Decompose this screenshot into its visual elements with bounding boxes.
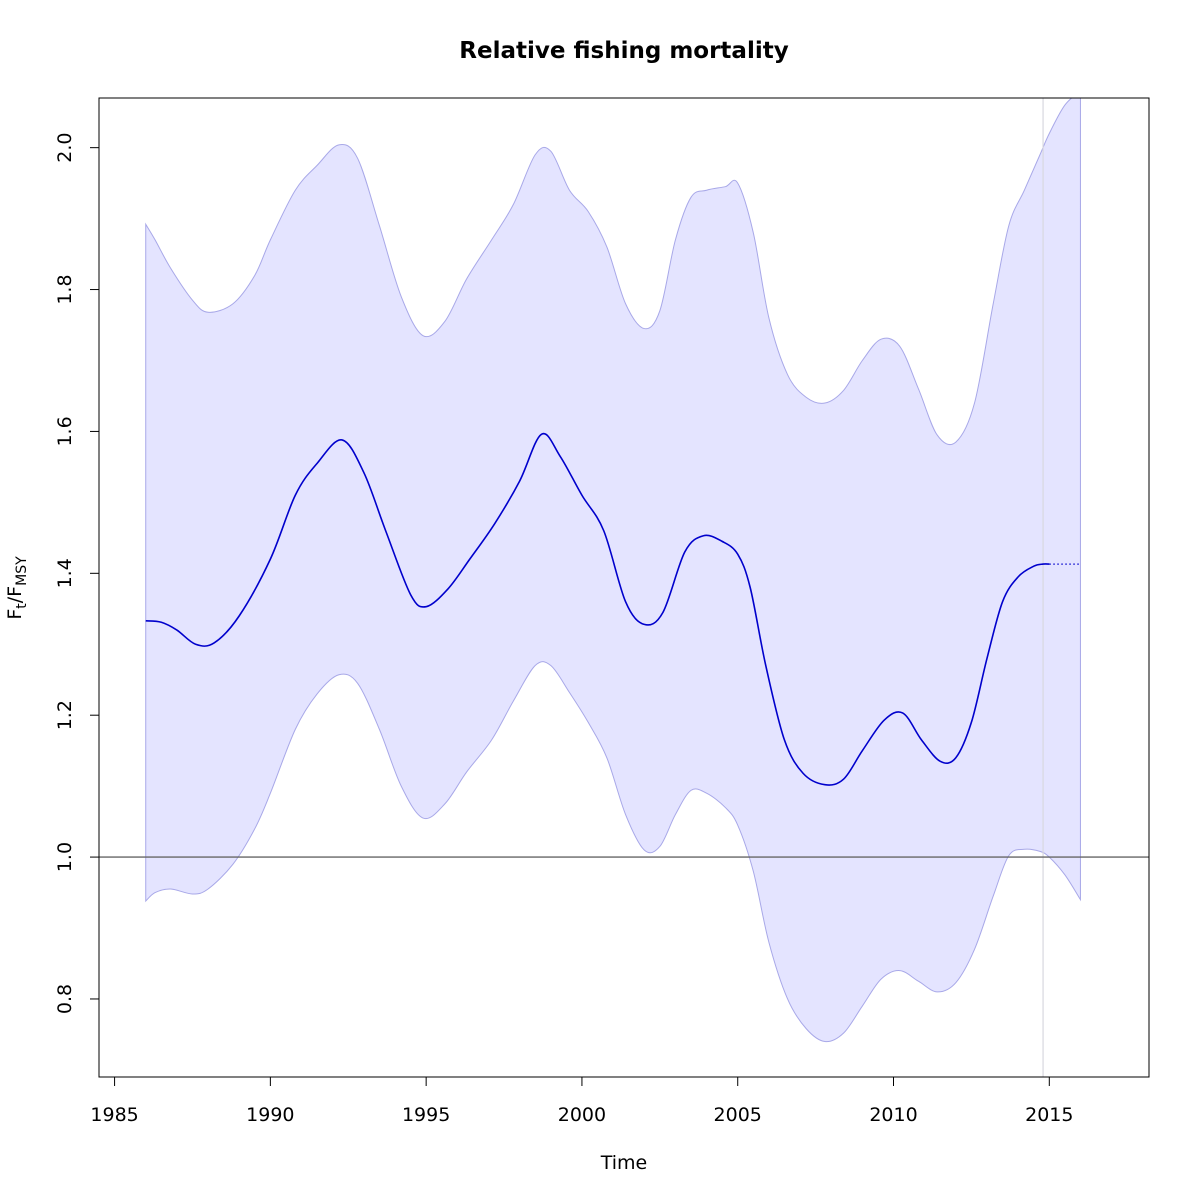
- y-label-den-base: F: [4, 586, 26, 597]
- y-tick-label: 1.2: [54, 700, 76, 730]
- x-tick-label: 1995: [402, 1104, 450, 1126]
- x-tick-label: 2015: [1025, 1104, 1073, 1126]
- x-tick-label: 1985: [90, 1104, 138, 1126]
- y-axis: 0.8 1.0 1.2 1.4 1.6 1.8 2.0: [54, 133, 100, 1014]
- y-label-sep: /: [4, 596, 26, 603]
- y-axis-label: Ft/FMSY: [4, 556, 30, 620]
- y-tick-label: 2.0: [54, 133, 76, 163]
- y-label-den-sub: MSY: [14, 556, 30, 586]
- x-tick-label: 2000: [558, 1104, 606, 1126]
- plot-area: [99, 98, 1149, 1077]
- y-label-base: F: [4, 609, 26, 620]
- x-tick-label: 2010: [869, 1104, 917, 1126]
- y-tick-label: 0.8: [54, 984, 76, 1014]
- y-label-num-sub: t: [14, 603, 30, 609]
- x-tick-label: 2005: [714, 1104, 762, 1126]
- x-axis: 1985 1990 1995 2000 2005 2010 2015: [90, 1076, 1073, 1126]
- svg-text:Ft/FMSY: Ft/FMSY: [4, 556, 30, 620]
- y-tick-label: 1.6: [54, 416, 76, 446]
- series-line-estimate: [145, 432, 1050, 786]
- confidence-band: [145, 98, 1081, 1043]
- x-tick-label: 1990: [246, 1104, 294, 1126]
- y-tick-label: 1.8: [54, 274, 76, 304]
- x-axis-label: Time: [600, 1152, 648, 1174]
- y-tick-label: 1.0: [54, 842, 76, 872]
- y-tick-label: 1.4: [54, 558, 76, 588]
- chart-title: Relative fishing mortality: [459, 38, 788, 64]
